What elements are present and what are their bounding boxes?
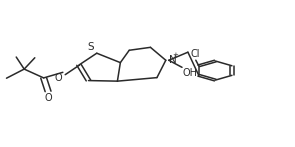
Text: O: O (55, 73, 62, 83)
Text: +: + (173, 52, 178, 58)
Text: N: N (169, 55, 176, 65)
Text: S: S (87, 42, 94, 52)
Text: Cl: Cl (191, 49, 200, 60)
Text: O: O (44, 93, 52, 103)
Text: OH: OH (183, 68, 198, 78)
